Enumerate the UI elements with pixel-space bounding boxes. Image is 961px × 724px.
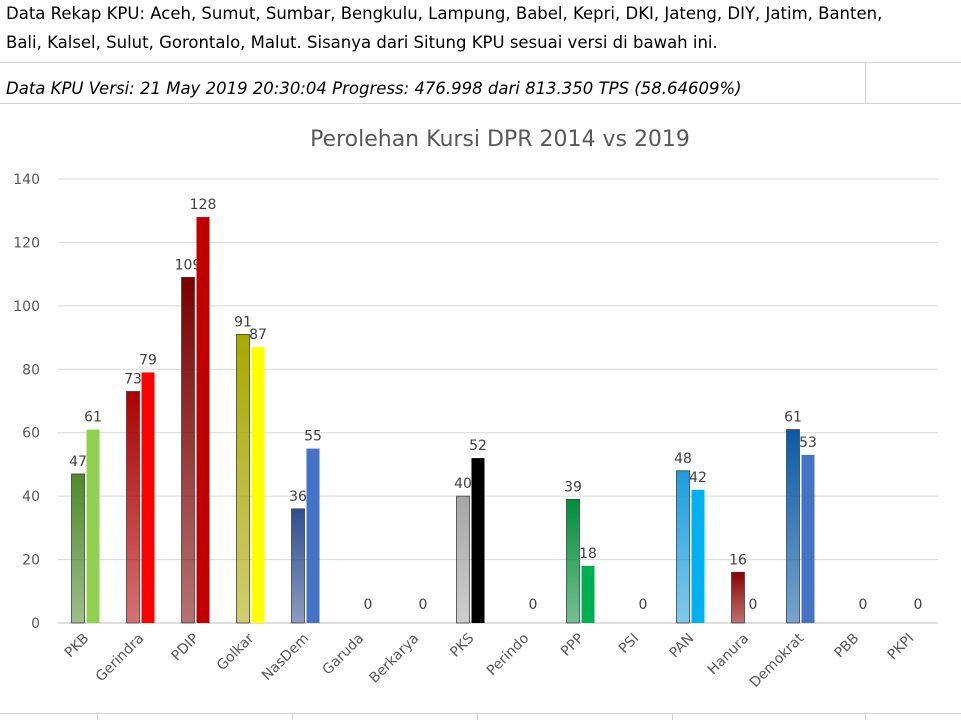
x-tick-label: Demokrat xyxy=(747,630,808,691)
y-tick-label: 20 xyxy=(22,553,40,569)
x-tick-label: Garuda xyxy=(320,631,368,679)
data-label: 61 xyxy=(84,410,102,426)
y-tick-label: 100 xyxy=(13,299,40,315)
x-tick-label: NasDem xyxy=(259,631,312,684)
x-tick-label: PKPI xyxy=(885,631,918,664)
x-tick-label: Perindo xyxy=(484,631,532,679)
bar-ppp-2014 xyxy=(566,498,580,624)
data-label: 0 xyxy=(529,597,538,613)
bar-pks-2019 xyxy=(471,458,485,623)
data-label: 40 xyxy=(454,476,472,492)
bar-pan-2014 xyxy=(676,470,690,624)
data-label: 61 xyxy=(784,410,802,426)
sheet-gridline xyxy=(477,713,478,720)
bar-hanura-2014 xyxy=(731,571,745,624)
x-tick-label: Berkarya xyxy=(366,631,422,687)
bar-ppp-2019 xyxy=(581,565,595,623)
x-tick-label: Golkar xyxy=(214,630,258,674)
sheet-gridline xyxy=(292,713,293,720)
data-label: 48 xyxy=(674,451,692,467)
y-tick-label: 60 xyxy=(22,426,40,442)
chart-title: Perolehan Kursi DPR 2014 vs 2019 xyxy=(310,127,690,152)
x-tick-label: PKS xyxy=(447,630,477,660)
x-tick-label: PPP xyxy=(558,631,587,660)
data-label: 47 xyxy=(69,454,87,470)
y-tick-label: 140 xyxy=(13,172,40,188)
data-label: 55 xyxy=(304,429,322,445)
version-text: Data KPU Versi: 21 May 2019 20:30:04 Pro… xyxy=(6,79,742,98)
data-label: 79 xyxy=(139,352,157,368)
bar-chart: Perolehan Kursi DPR 2014 vs 2019 0 20 40 60 8… xyxy=(13,127,938,691)
bar-gerindra-2019 xyxy=(141,372,155,623)
bar-demokrat-2014 xyxy=(786,429,800,624)
y-tick-label: 40 xyxy=(22,489,40,505)
sheet-gridline xyxy=(672,713,673,720)
x-tick-label: Hanura xyxy=(705,631,753,679)
data-label: 0 xyxy=(914,597,923,613)
data-label: 109 xyxy=(175,257,202,273)
data-label: 52 xyxy=(469,438,487,454)
y-tick-label: 80 xyxy=(22,362,40,378)
data-label: 91 xyxy=(234,314,252,330)
bar-gerindra-2014 xyxy=(126,391,140,624)
sheet-gridline xyxy=(0,713,961,714)
cell-divider xyxy=(865,63,866,103)
bar-nasdem-2019 xyxy=(306,448,320,623)
x-tick-label: PAN xyxy=(666,631,697,662)
sheet-gridline xyxy=(97,713,98,720)
data-label: 87 xyxy=(249,327,267,343)
x-tick-label: PSI xyxy=(616,631,642,657)
data-label: 73 xyxy=(124,371,142,387)
bar-nasdem-2014 xyxy=(291,508,305,624)
data-label: 36 xyxy=(289,489,307,505)
data-label: 0 xyxy=(749,597,758,613)
bar-pdip-2019 xyxy=(196,217,210,624)
x-tick-label: PBB xyxy=(831,631,862,662)
data-label: 0 xyxy=(639,597,648,613)
report-header: Data Rekap KPU: Aceh, Sumut, Sumbar, Ben… xyxy=(0,0,961,63)
x-tick-label: PDIP xyxy=(169,631,203,665)
sheet-gridline xyxy=(865,713,866,720)
data-label: 128 xyxy=(190,197,217,213)
header-line-1: Data Rekap KPU: Aceh, Sumut, Sumbar, Ben… xyxy=(6,4,883,23)
data-label: 18 xyxy=(579,546,597,562)
y-tick-label: 0 xyxy=(31,616,40,632)
chart-area: Perolehan Kursi DPR 2014 vs 2019 0 20 40 60 8… xyxy=(0,104,961,720)
header-line-2: Bali, Kalsel, Sulut, Gorontalo, Malut. S… xyxy=(6,33,718,52)
bar-demokrat-2019 xyxy=(801,454,815,623)
x-tick-label: PKB xyxy=(62,631,93,662)
bar-golkar-2014 xyxy=(236,333,250,624)
data-label: 0 xyxy=(859,597,868,613)
data-label: 16 xyxy=(729,552,747,568)
data-label: 39 xyxy=(564,479,582,495)
data-label: 53 xyxy=(799,435,817,451)
bar-pkb-2014 xyxy=(71,473,85,624)
x-tick-label: Gerindra xyxy=(93,631,148,686)
bar-pks-2014 xyxy=(456,495,470,624)
bar-golkar-2019 xyxy=(251,347,265,623)
data-label: 42 xyxy=(689,470,707,486)
y-tick-label: 120 xyxy=(13,235,40,251)
data-label: 0 xyxy=(419,597,428,613)
data-label: 0 xyxy=(364,597,373,613)
bar-pkb-2019 xyxy=(86,429,100,623)
version-row: Data KPU Versi: 21 May 2019 20:30:04 Pro… xyxy=(0,63,961,104)
bar-pan-2019 xyxy=(691,489,705,623)
bar-pdip-2014 xyxy=(181,276,195,624)
